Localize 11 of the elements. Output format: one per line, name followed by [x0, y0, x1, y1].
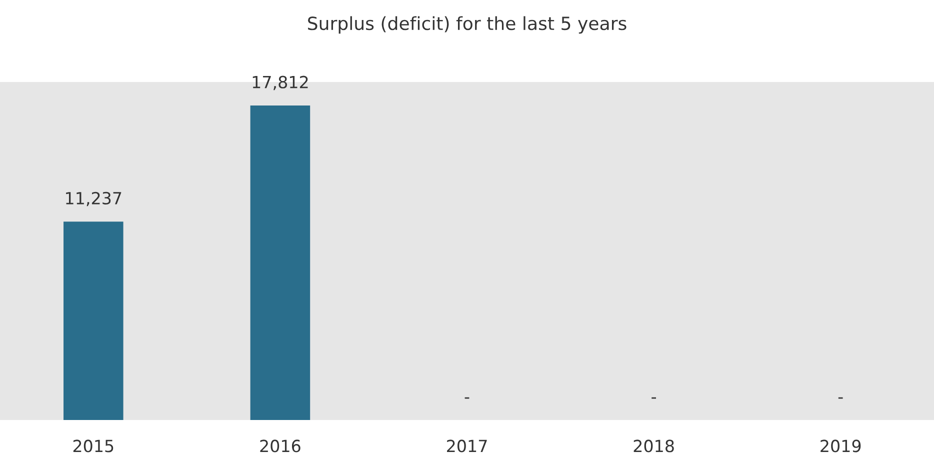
- x-tick-label: 2018: [634, 440, 674, 452]
- x-tick-label: 2016: [260, 440, 300, 452]
- x-tick-label: 2015: [73, 440, 114, 452]
- x-tick-label: 2017: [447, 440, 487, 452]
- data-label: 11,237: [66, 192, 122, 206]
- data-label: -: [652, 397, 656, 399]
- data-label: -: [838, 397, 843, 399]
- data-label: 17,812: [252, 76, 308, 90]
- x-tick-label: 2019: [820, 440, 861, 452]
- data-label: -: [464, 397, 470, 399]
- chart-title: Surplus (deficit) for the last 5 years: [308, 16, 626, 34]
